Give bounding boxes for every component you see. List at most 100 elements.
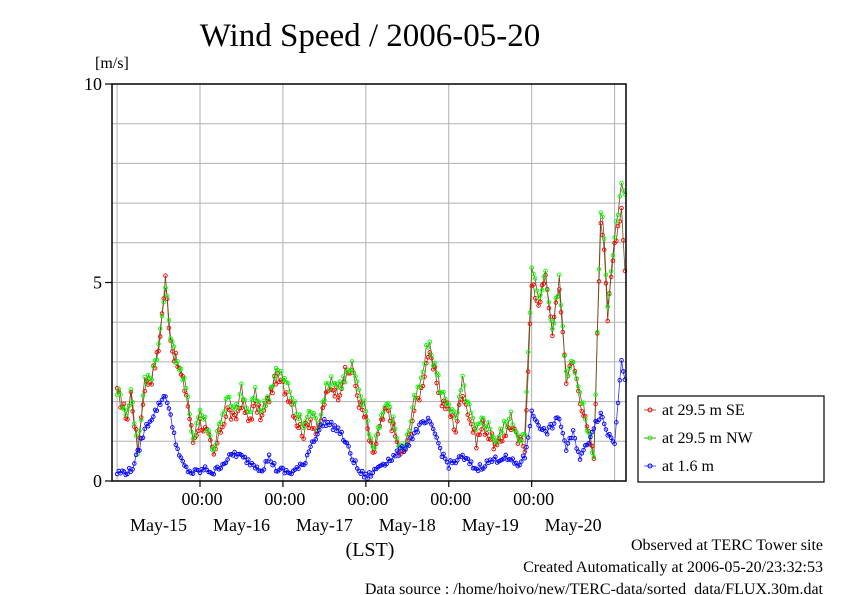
data-point [389,419,395,425]
data-point [481,416,486,421]
data-point [591,454,597,460]
y-tick-label: 0 [93,471,102,491]
data-point [377,425,382,431]
data-point [494,440,500,445]
data-point [455,419,460,424]
data-point [234,416,239,422]
data-point [360,402,365,408]
data-point [531,413,536,419]
data-point [237,392,242,397]
data-point [391,414,396,419]
data-point [506,416,512,422]
data-point [258,417,263,423]
x-tick-time-label: 00:00 [264,489,305,509]
data-point [560,323,566,329]
data-point [163,285,168,291]
data-point [620,369,626,374]
data-point [591,426,597,431]
data-point [145,424,151,429]
data-point [439,403,445,409]
data-point [522,432,528,437]
data-point [603,427,609,432]
data-point [600,414,605,420]
data-point [199,412,204,418]
data-point [491,435,496,440]
data-point [539,287,545,293]
data-point [140,402,146,407]
y-tick-label: 5 [93,273,102,293]
data-point [619,205,624,211]
data-point [529,408,534,413]
data-point [427,339,433,345]
data-point [287,389,293,394]
data-point [265,394,270,399]
data-point [589,450,595,455]
data-point [538,292,543,298]
data-point [567,435,572,441]
data-point [562,438,567,443]
legend: at 29.5 m SE at 29.5 m NW at 1.6 m [637,395,825,483]
data-point [617,194,623,199]
y-axis-label: [m/s] [95,55,129,72]
data-point [505,425,510,430]
data-point [368,436,374,441]
data-point [386,401,391,406]
data-point [394,435,400,441]
data-point [225,394,230,400]
data-point [133,452,139,458]
data-point [415,429,420,435]
data-point [455,457,460,463]
data-point [178,455,184,460]
legend-label: at 29.5 m NW [662,430,754,447]
data-point [557,416,562,422]
data-point [173,442,179,447]
data-point [341,374,346,379]
data-point [519,438,524,444]
plot-frame [111,83,627,482]
series-line [116,360,626,480]
data-point [622,377,628,382]
data-point [270,384,275,389]
data-point [218,419,223,425]
data-point [313,416,318,421]
data-point [211,446,217,452]
data-point [158,326,163,331]
data-point [432,431,438,436]
data-point [434,380,439,386]
data-point [429,352,434,358]
data-point [301,436,306,441]
data-point [477,432,483,437]
data-point [565,441,571,446]
data-point [460,452,465,458]
data-point [525,435,531,440]
data-point [337,393,343,398]
data-point [308,444,313,449]
data-point [601,247,607,252]
data-point [221,421,227,427]
data-point [467,402,472,407]
legend-label: at 29.5 m SE [662,402,745,419]
data-point [531,282,536,287]
data-point [541,281,547,286]
data-point [608,268,614,274]
data-point [218,466,223,471]
data-point [151,414,156,419]
data-point [384,461,389,467]
data-point [270,390,275,396]
data-point [534,288,540,293]
data-point [532,276,538,281]
data-point [132,421,137,426]
data-point [242,397,248,403]
data-point [266,452,272,457]
data-point [132,461,137,466]
data-point [173,350,179,356]
data-point [425,345,431,350]
data-point [503,433,509,439]
legend-marker [647,463,653,469]
data-point [577,457,583,462]
data-point [354,379,360,384]
data-point [185,404,191,409]
data-point [190,471,196,476]
data-point [225,457,230,462]
